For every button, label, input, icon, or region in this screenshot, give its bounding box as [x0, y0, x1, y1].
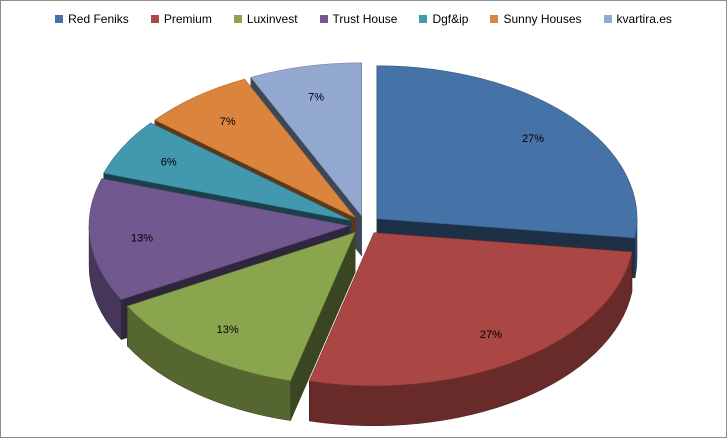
legend-swatch	[150, 15, 159, 23]
slice-top-face	[154, 78, 356, 218]
data-label: 7%	[308, 91, 324, 103]
pie-slice	[308, 232, 633, 427]
data-label: 13%	[217, 324, 239, 336]
legend-item: Trust House	[319, 12, 398, 26]
slice-top-face	[126, 231, 356, 381]
legend-item: Dgf&ip	[419, 12, 468, 26]
legend-label: Luxinvest	[246, 12, 298, 26]
legend-item: Sunny Houses	[490, 12, 582, 26]
legend-swatch	[419, 15, 428, 23]
chart-legend: Red Feniks Premium Luxinvest Trust House Dgf…	[0, 12, 727, 26]
legend-label: kvartira.es	[616, 12, 672, 26]
data-label: 6%	[161, 157, 177, 169]
slice-top-face	[308, 232, 633, 387]
legend-label: Sunny Houses	[503, 12, 582, 26]
data-label: 27%	[480, 329, 502, 341]
slice-top-face	[250, 62, 362, 217]
legend-item: kvartira.es	[603, 12, 672, 26]
legend-item: Luxinvest	[233, 12, 298, 26]
legend-label: Dgf&ip	[432, 12, 469, 26]
data-label: 7%	[220, 116, 236, 128]
data-label: 13%	[131, 232, 153, 244]
legend-swatch	[603, 15, 612, 23]
legend-item: Premium	[150, 12, 212, 26]
data-label: 27%	[522, 133, 544, 145]
pie-slice	[126, 231, 356, 421]
legend-swatch	[490, 15, 499, 23]
legend-item: Red Feniks	[55, 12, 129, 26]
slice-top-face	[103, 122, 352, 221]
legend-label: Trust House	[332, 12, 398, 26]
legend-swatch	[55, 15, 64, 23]
slice-top-face	[376, 65, 638, 239]
slice-top-face	[88, 178, 350, 300]
legend-swatch	[319, 15, 328, 23]
legend-swatch	[233, 15, 242, 23]
legend-label: Red Feniks	[68, 12, 129, 26]
legend-label: Premium	[163, 12, 212, 26]
